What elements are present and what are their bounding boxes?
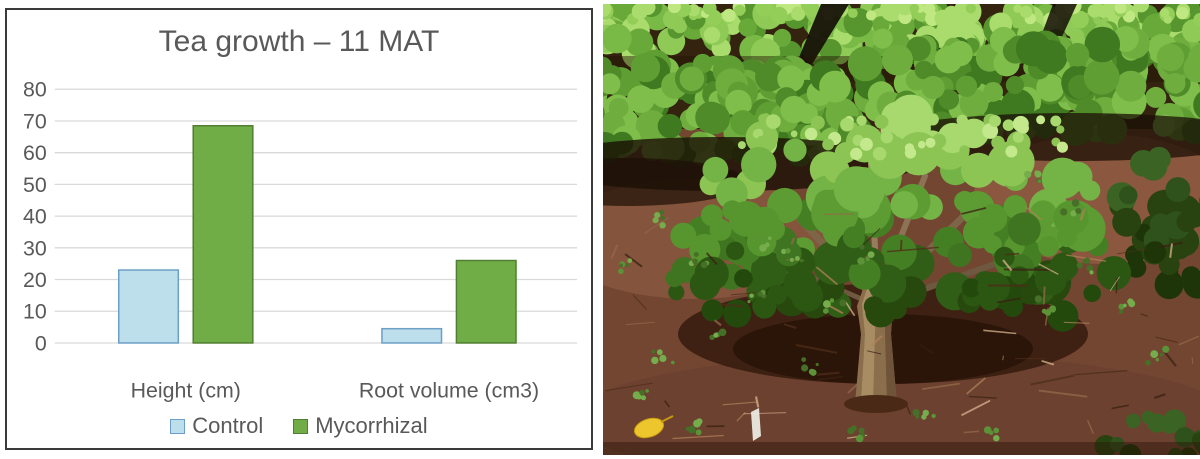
legend-item-mycorrhizal: Mycorrhizal: [293, 413, 428, 439]
category-label: Height (cm): [131, 378, 241, 402]
legend-label: Control: [192, 413, 264, 438]
tea-growth-bar-chart: Tea growth – 11 MAT 0 10 20 30 40 50 60 70 80 Hei…: [5, 8, 593, 450]
control-swatch-icon: [170, 418, 186, 434]
bar-mycorrhizal-0: [192, 124, 254, 344]
gridlines: 0 10 20 30 40 50 60 70 80: [23, 78, 578, 355]
chart-title: Tea growth – 11 MAT: [158, 25, 440, 58]
bar-control-1: [381, 327, 443, 344]
category-label: Root volume (cm3): [359, 378, 539, 402]
tea-plantation-photo-art: [603, 4, 1200, 455]
legend-label: Mycorrhizal: [315, 413, 428, 438]
y-tick-label: 50: [23, 173, 47, 197]
y-tick-label: 60: [23, 141, 47, 165]
bottom-vignette: [603, 442, 1200, 455]
y-tick-label: 80: [23, 78, 47, 102]
chart-legend: Control Mycorrhizal: [7, 413, 591, 439]
legend-item-control: Control: [170, 413, 263, 439]
y-tick-label: 70: [23, 109, 47, 133]
tea-plantation-photo: [603, 4, 1200, 455]
y-tick-label: 30: [23, 236, 47, 260]
right-edge-bush: [1094, 146, 1200, 455]
bar-chart-plot-area: 0 10 20 30 40 50 60 70 80 Height (cm) Root volume …: [23, 78, 578, 402]
mycorrhizal-swatch-icon: [293, 418, 309, 434]
bar-mycorrhizal-1: [455, 259, 517, 344]
series-control: [117, 269, 443, 344]
series-mycorrhizal: [192, 124, 517, 344]
y-tick-label: 20: [23, 268, 47, 292]
yellow-fallen-leaf: [633, 415, 674, 439]
bar-control-0: [117, 269, 180, 344]
white-litter: [751, 408, 761, 441]
y-tick-label: 10: [23, 300, 47, 324]
tea-bush-canopy: [665, 94, 1132, 332]
foreground-litter: [604, 170, 1200, 443]
white-litter-scrap: [751, 408, 761, 441]
y-tick-label: 0: [35, 331, 47, 355]
y-tick-label: 40: [23, 205, 47, 229]
